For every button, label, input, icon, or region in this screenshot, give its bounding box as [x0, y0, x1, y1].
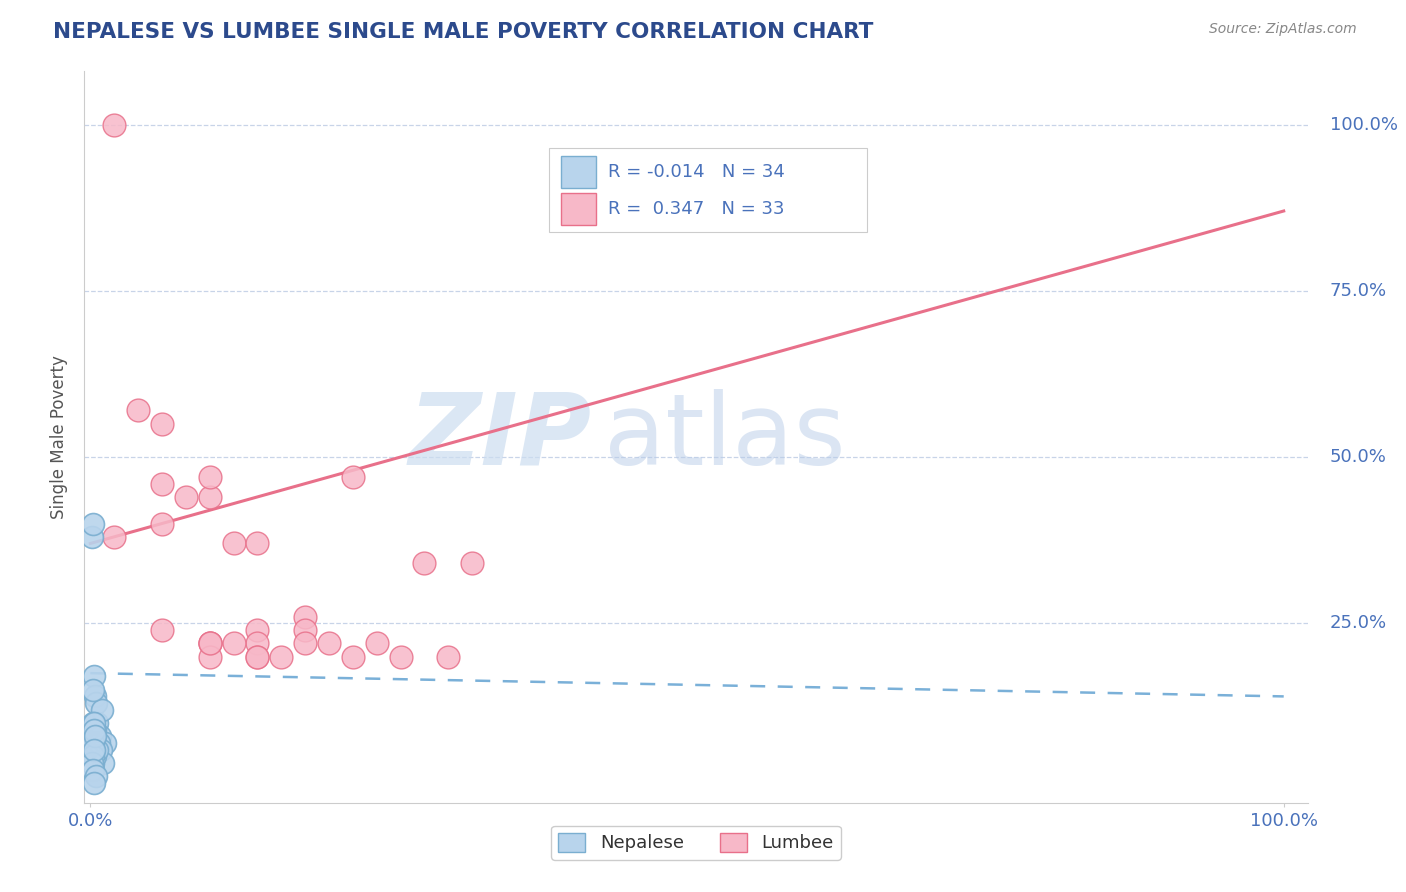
Point: [84, 696, 107, 710]
Point: [80, 763, 103, 777]
FancyBboxPatch shape: [550, 148, 868, 232]
Point: [413, 557, 436, 571]
Text: atlas: atlas: [605, 389, 846, 485]
FancyBboxPatch shape: [561, 193, 596, 225]
Point: [82, 756, 104, 770]
Text: R = -0.014   N = 34: R = -0.014 N = 34: [607, 163, 785, 181]
Point: [389, 649, 412, 664]
Point: [127, 403, 149, 417]
Point: [82, 516, 104, 531]
Point: [198, 649, 221, 664]
Text: 75.0%: 75.0%: [1330, 282, 1386, 300]
Point: [82, 682, 104, 697]
Point: [82, 736, 104, 750]
Point: [84, 742, 107, 756]
Text: 25.0%: 25.0%: [1330, 615, 1386, 632]
Point: [246, 623, 269, 637]
Point: [83, 729, 105, 743]
Point: [150, 516, 173, 531]
Point: [80, 756, 103, 770]
Text: 50.0%: 50.0%: [1330, 448, 1386, 466]
Point: [246, 649, 269, 664]
Y-axis label: Single Male Poverty: Single Male Poverty: [51, 355, 69, 519]
Point: [222, 536, 245, 550]
Point: [198, 490, 221, 504]
Point: [84, 769, 107, 783]
Point: [103, 118, 125, 132]
Point: [342, 470, 364, 484]
Point: [198, 636, 221, 650]
Point: [80, 749, 103, 764]
Text: Source: ZipAtlas.com: Source: ZipAtlas.com: [1209, 22, 1357, 37]
Point: [83, 723, 105, 737]
Point: [84, 723, 107, 737]
Text: ZIP: ZIP: [409, 389, 592, 485]
Point: [83, 742, 105, 756]
Point: [84, 690, 107, 704]
Point: [246, 649, 269, 664]
Point: [437, 649, 460, 664]
Point: [82, 763, 104, 777]
Point: [294, 609, 316, 624]
Point: [198, 636, 221, 650]
Point: [150, 417, 173, 431]
Point: [318, 636, 340, 650]
Point: [83, 729, 105, 743]
Point: [93, 756, 115, 770]
Point: [246, 636, 269, 650]
Point: [103, 530, 125, 544]
Point: [86, 716, 108, 731]
Point: [83, 776, 105, 790]
Point: [198, 636, 221, 650]
Point: [91, 703, 114, 717]
FancyBboxPatch shape: [561, 156, 596, 188]
Point: [150, 476, 173, 491]
Point: [246, 536, 269, 550]
Point: [342, 649, 364, 664]
Point: [86, 742, 108, 756]
Point: [84, 749, 107, 764]
Text: 100.0%: 100.0%: [1330, 116, 1398, 134]
Text: R =  0.347   N = 33: R = 0.347 N = 33: [607, 200, 785, 218]
Point: [89, 729, 111, 743]
Point: [150, 623, 173, 637]
Point: [90, 742, 112, 756]
Point: [84, 729, 107, 743]
Point: [294, 623, 316, 637]
Point: [366, 636, 388, 650]
Point: [83, 669, 105, 683]
Point: [174, 490, 197, 504]
Point: [82, 716, 104, 731]
Point: [198, 470, 221, 484]
Point: [93, 736, 115, 750]
Point: [80, 530, 103, 544]
Legend: Nepalese, Lumbee: Nepalese, Lumbee: [551, 826, 841, 860]
Point: [80, 736, 103, 750]
Point: [87, 736, 110, 750]
Point: [294, 636, 316, 650]
Point: [82, 749, 104, 764]
Point: [461, 557, 484, 571]
Point: [222, 636, 245, 650]
Point: [83, 716, 105, 731]
Text: NEPALESE VS LUMBEE SINGLE MALE POVERTY CORRELATION CHART: NEPALESE VS LUMBEE SINGLE MALE POVERTY C…: [53, 22, 873, 42]
Point: [270, 649, 292, 664]
